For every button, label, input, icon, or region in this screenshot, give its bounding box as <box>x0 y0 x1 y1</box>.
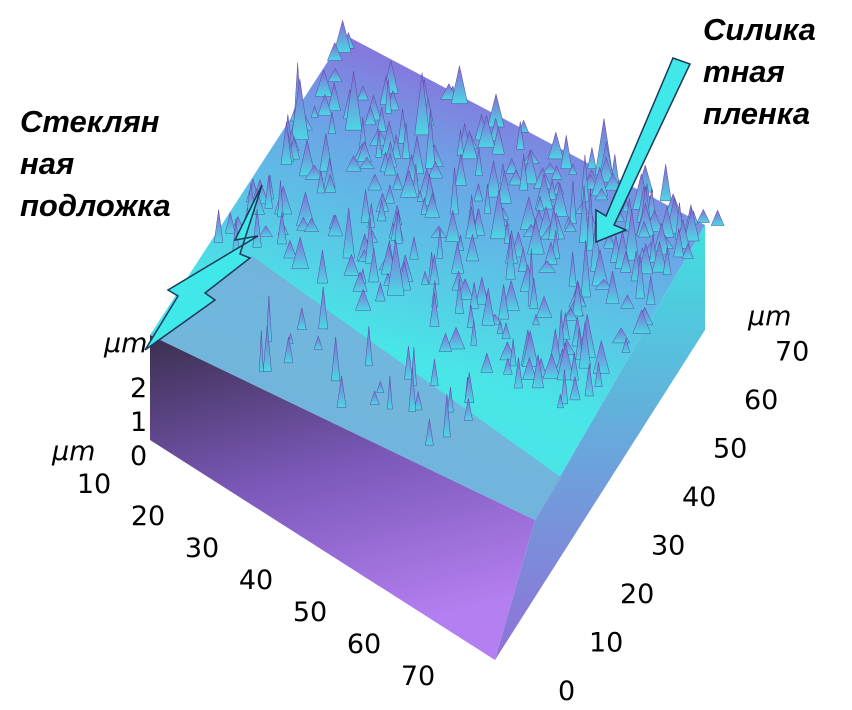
peak <box>660 164 671 201</box>
x-tick-label: 40 <box>239 565 273 596</box>
annotation-film: Силика <box>703 12 816 47</box>
z-tick-label: 0 <box>130 441 147 472</box>
y-unit: µm <box>747 301 791 332</box>
peak <box>588 147 597 168</box>
z-unit: µm <box>103 328 147 359</box>
y-tick-label: 40 <box>682 482 716 513</box>
y-tick-label: 0 <box>558 676 575 707</box>
annotation-glass: Стеклян <box>20 104 160 139</box>
y-tick-label: 60 <box>744 385 778 416</box>
annotation-film: пленка <box>703 96 810 131</box>
x-tick-label: 60 <box>347 629 381 660</box>
x-tick-label: 30 <box>185 533 219 564</box>
annotation-glass: подложка <box>20 188 171 223</box>
afm-figure: СтекляннаяподложкаСиликатнаяпленкаµm012µ… <box>0 0 852 710</box>
x-tick-label: 20 <box>131 501 165 532</box>
x-tick-label: 10 <box>77 469 111 500</box>
x-unit: µm <box>51 436 95 467</box>
x-tick-label: 50 <box>293 597 327 628</box>
peak <box>711 210 724 225</box>
x-tick-label: 70 <box>401 661 435 692</box>
y-tick-label: 30 <box>651 531 685 562</box>
annotation-glass: ная <box>20 146 74 181</box>
peak <box>697 209 710 222</box>
y-tick-label: 70 <box>775 337 809 368</box>
y-tick-label: 20 <box>620 579 654 610</box>
y-tick-label: 10 <box>589 628 623 659</box>
z-tick-label: 1 <box>130 407 147 438</box>
z-tick-label: 2 <box>130 373 147 404</box>
peak <box>451 66 467 104</box>
annotation-film: тная <box>703 54 785 89</box>
y-tick-label: 50 <box>713 434 747 465</box>
